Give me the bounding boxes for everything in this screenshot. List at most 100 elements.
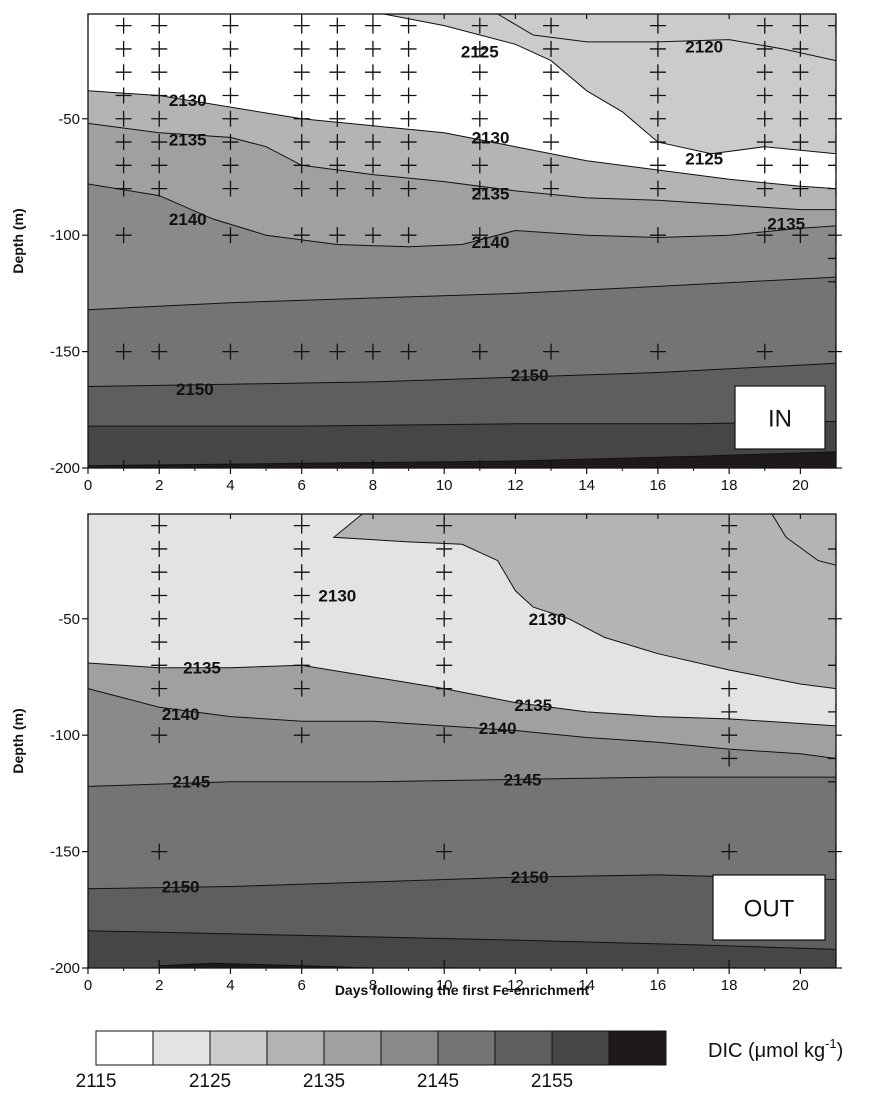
out-contour-line-2140 xyxy=(88,688,836,759)
in-y-tick-label: -150 xyxy=(50,344,80,361)
out-sample-point xyxy=(293,610,310,627)
in-sample-point xyxy=(329,40,346,57)
in-sample-point xyxy=(400,40,417,57)
in-sample-point xyxy=(543,180,560,197)
in-x-tick-label: 6 xyxy=(298,477,306,494)
in-sample-point xyxy=(828,227,836,244)
in-sample-point xyxy=(471,40,488,57)
in-sample-point xyxy=(756,343,773,360)
in-contour-line-2140 xyxy=(88,183,836,248)
out-contour-line-2145 xyxy=(88,776,836,787)
in-sample-point xyxy=(400,343,417,360)
in-sample-point xyxy=(329,87,346,104)
in-sample-point xyxy=(543,157,560,174)
in-sample-point xyxy=(151,343,168,360)
in-sample-point xyxy=(115,180,132,197)
in-sample-point xyxy=(792,87,809,104)
panel-in-chart: 2120212521302130212521352135213521402140… xyxy=(10,13,842,494)
in-y-tick-label: -100 xyxy=(50,227,80,244)
out-sample-point xyxy=(151,634,168,651)
in-sample-point xyxy=(293,134,310,151)
in-sample-point xyxy=(471,110,488,127)
in-sample-point xyxy=(792,110,809,127)
in-sample-point xyxy=(792,157,809,174)
in-sample-point xyxy=(543,110,560,127)
out-contour-label: 2140 xyxy=(479,719,517,738)
out-contour-label: 2150 xyxy=(162,878,200,897)
in-contour-line-2150 xyxy=(88,362,836,387)
in-sample-point xyxy=(364,87,381,104)
in-sample-point xyxy=(329,157,346,174)
out-sample-point xyxy=(151,657,168,674)
in-sample-point xyxy=(828,250,836,267)
in-contour-label: 2140 xyxy=(169,210,207,229)
out-sample-point xyxy=(151,680,168,697)
in-sample-point xyxy=(649,87,666,104)
out-sample-point xyxy=(293,680,310,697)
in-sample-point xyxy=(792,227,809,244)
out-sample-points xyxy=(151,517,836,968)
out-sample-point xyxy=(721,587,738,604)
out-fill-layers xyxy=(88,514,836,968)
in-sample-point xyxy=(756,110,773,127)
in-contour-label: 2125 xyxy=(685,149,723,168)
in-contour-label: 2150 xyxy=(176,380,214,399)
in-sample-point xyxy=(115,87,132,104)
in-sample-point xyxy=(649,134,666,151)
in-sample-point xyxy=(400,110,417,127)
in-sample-point xyxy=(649,40,666,57)
in-sample-point xyxy=(471,343,488,360)
out-y-tick-label: -50 xyxy=(58,611,80,628)
out-x-tick-label: 18 xyxy=(721,977,738,994)
in-sample-point xyxy=(222,180,239,197)
out-sample-point xyxy=(436,564,453,581)
in-sample-point xyxy=(649,110,666,127)
out-sample-point xyxy=(721,750,738,767)
in-sample-point xyxy=(151,180,168,197)
in-sample-point xyxy=(222,460,239,468)
out-sample-point xyxy=(151,540,168,557)
out-x-tick-label: 14 xyxy=(578,977,595,994)
out-sample-point xyxy=(436,727,453,744)
out-tag-box xyxy=(712,874,826,941)
colorbar-swatch xyxy=(152,1030,211,1066)
out-y-axis-title: Depth (m) xyxy=(10,708,26,773)
colorbar-title-prefix: DIC (μmol kg xyxy=(708,1040,825,1062)
out-x-tick-label: 6 xyxy=(298,977,306,994)
out-sample-point xyxy=(721,727,738,744)
in-sample-point xyxy=(756,134,773,151)
in-sample-point xyxy=(115,64,132,81)
in-sample-point xyxy=(329,110,346,127)
in-sample-point xyxy=(756,40,773,57)
out-band-2160 xyxy=(159,963,373,968)
in-sample-point xyxy=(400,134,417,151)
in-sample-point xyxy=(792,40,809,57)
in-contour-line-2125 xyxy=(383,14,836,155)
in-sample-point xyxy=(756,460,773,468)
out-sample-point xyxy=(436,634,453,651)
in-x-tick-label: 14 xyxy=(578,477,595,494)
out-sample-point xyxy=(828,843,836,860)
colorbar-swatch xyxy=(380,1030,439,1066)
in-sample-point xyxy=(115,343,132,360)
in-sample-point xyxy=(222,87,239,104)
in-sample-point xyxy=(151,157,168,174)
in-sample-point xyxy=(329,134,346,151)
in-sample-point xyxy=(364,227,381,244)
in-contour-label: 2130 xyxy=(472,128,510,147)
out-sample-point xyxy=(151,843,168,860)
in-sample-point xyxy=(115,17,132,34)
out-contour-label: 2140 xyxy=(162,705,200,724)
in-sample-point xyxy=(222,157,239,174)
in-sample-point xyxy=(543,40,560,57)
in-sample-point xyxy=(364,64,381,81)
in-sample-point xyxy=(222,64,239,81)
in-sample-point xyxy=(828,110,836,127)
out-sample-point xyxy=(828,657,836,674)
out-sample-point xyxy=(151,610,168,627)
in-sample-point xyxy=(222,40,239,57)
out-contour-label: 2150 xyxy=(511,868,549,887)
in-sample-point xyxy=(471,227,488,244)
in-sample-point xyxy=(649,64,666,81)
in-sample-point xyxy=(293,17,310,34)
